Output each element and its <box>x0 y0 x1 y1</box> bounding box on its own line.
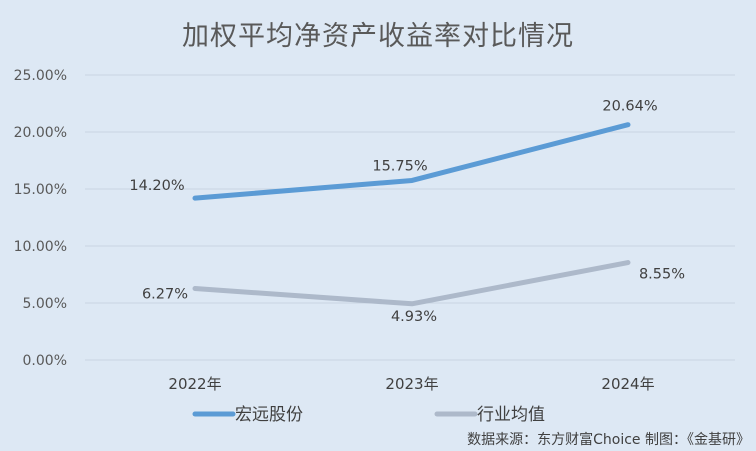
data-label: 15.75% <box>372 158 427 174</box>
y-tick-label: 15.00% <box>14 182 67 198</box>
series-line-1 <box>192 260 631 307</box>
y-tick-label: 20.00% <box>14 125 67 141</box>
x-tick-label: 2022年 <box>168 375 221 393</box>
y-axis-labels: 0.00% 5.00% 10.00% 15.00% 20.00% 25.00% <box>14 68 67 369</box>
source-note: 数据来源：东方财富Choice 制图：《金基研》 <box>467 431 750 448</box>
data-label: 8.55% <box>639 267 685 283</box>
x-axis-labels: 2022年 2023年 2024年 <box>168 375 654 393</box>
y-tick-label: 25.00% <box>14 68 67 84</box>
data-label: 4.93% <box>391 309 437 325</box>
chart-title: 加权平均净资产收益率对比情况 <box>182 21 574 52</box>
legend: 宏远股份 行业均值 <box>192 405 545 425</box>
x-tick-label: 2024年 <box>601 375 654 393</box>
y-tick-label: 10.00% <box>14 239 67 255</box>
y-tick-label: 5.00% <box>23 296 67 312</box>
data-label: 20.64% <box>602 99 657 115</box>
data-label: 6.27% <box>142 287 188 303</box>
x-tick-label: 2023年 <box>385 375 438 393</box>
legend-label: 行业均值 <box>477 405 545 425</box>
data-label: 14.20% <box>129 178 184 194</box>
series-line-0 <box>192 122 631 201</box>
series-lines <box>192 122 631 307</box>
y-tick-label: 0.00% <box>23 353 67 369</box>
legend-label: 宏远股份 <box>235 405 303 425</box>
data-labels: 14.20% 15.75% 20.64% 6.27% 4.93% 8.55% <box>129 99 685 325</box>
